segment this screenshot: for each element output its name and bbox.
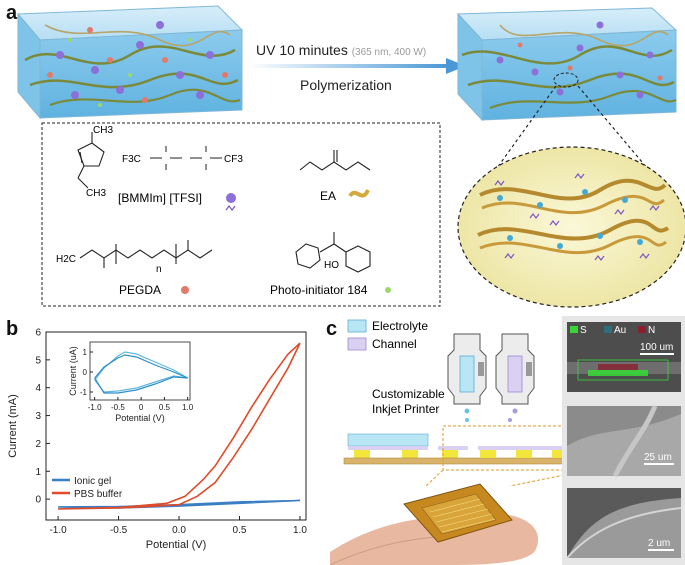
pre-polymer-block bbox=[16, 5, 244, 120]
tfsi-cf3: CF3 bbox=[224, 154, 243, 165]
ionic-liquid-marker bbox=[226, 193, 236, 203]
inset-x-tick-label: 1.0 bbox=[182, 403, 194, 412]
device-on-finger-photo bbox=[330, 483, 562, 565]
pegda-n: n bbox=[156, 264, 162, 275]
inset-series-0 bbox=[94, 351, 188, 393]
printer-label-1: Customizable bbox=[372, 387, 445, 401]
y-tick-label: 5 bbox=[35, 355, 41, 366]
inset-y-axis-label: Current (uA) bbox=[68, 346, 78, 396]
legend-label-1: PBS buffer bbox=[74, 489, 123, 500]
arrow-title: UV 10 minutes (365 nm, 400 W) bbox=[256, 42, 426, 58]
polymerization-arrow bbox=[248, 58, 466, 74]
pegda-structure bbox=[79, 240, 213, 268]
inset-x-tick-label: 0 bbox=[139, 403, 144, 412]
ea-label: EA bbox=[320, 189, 336, 203]
pegda-marker bbox=[181, 286, 189, 294]
sem-legend-au: Au bbox=[614, 325, 626, 336]
inset-x-tick-label: 0.5 bbox=[159, 403, 171, 412]
inset-x-tick-label: -0.5 bbox=[111, 403, 125, 412]
y-axis-label: Current (mA) bbox=[7, 394, 19, 458]
inset-plot-area bbox=[89, 341, 191, 401]
device-cross-section bbox=[343, 425, 590, 471]
sem-legend-n: N bbox=[648, 325, 655, 336]
panel-letter-c: c bbox=[326, 318, 338, 340]
network-zoom-circle bbox=[457, 146, 685, 308]
x-tick-label: 1.0 bbox=[293, 525, 307, 536]
y-tick-label: 1 bbox=[35, 467, 41, 478]
y-tick-label: 6 bbox=[35, 328, 41, 339]
legend-electrolyte: Electrolyte bbox=[372, 319, 428, 333]
ea-marker bbox=[348, 189, 370, 198]
pegda-label: PEGDA bbox=[119, 283, 161, 297]
photoinitiator-marker bbox=[385, 287, 391, 293]
inset-y-tick-label: 0 bbox=[83, 368, 88, 377]
inset-series-1 bbox=[94, 354, 188, 394]
legend-channel: Channel bbox=[372, 337, 417, 351]
inset-y-tick-label: -1 bbox=[80, 388, 88, 397]
sem-scale-bottom: 2 um bbox=[648, 538, 670, 549]
printer-label-2: Inkjet Printer bbox=[372, 402, 439, 416]
x-tick-label: 0.5 bbox=[233, 525, 247, 536]
sem-image-top bbox=[567, 322, 681, 392]
bmmim-ch3-top: CH3 bbox=[93, 125, 113, 136]
photoinitiator-label: Photo-initiator 184 bbox=[270, 283, 368, 297]
y-tick-label: 0 bbox=[35, 495, 41, 506]
bmmim-ch3-bottom: CH3 bbox=[86, 188, 106, 199]
sem-image-bottom bbox=[566, 488, 682, 559]
panel-letter-a: a bbox=[6, 2, 18, 24]
panel-c-figure: Electrolyte Channel Customizable Inkjet … bbox=[330, 316, 685, 565]
x-tick-label: -0.5 bbox=[110, 525, 128, 536]
y-tick-label: 4 bbox=[35, 383, 41, 394]
tfsi-f3c: F3C bbox=[122, 154, 141, 165]
photoinitiator-ho: HO bbox=[324, 260, 339, 271]
sem-scale-top: 100 um bbox=[640, 342, 673, 353]
y-tick-label: 2 bbox=[35, 439, 41, 450]
y-tick-label: 3 bbox=[35, 411, 41, 422]
bmmim-tfsi-label: [BMMIm] [TFSI] bbox=[118, 191, 202, 205]
polymerized-block bbox=[456, 7, 678, 122]
photoinitiator-structure bbox=[295, 232, 371, 273]
series-line-pbs-buffer bbox=[58, 342, 301, 510]
inset-y-tick-label: 1 bbox=[83, 348, 88, 357]
printer-head-electrolyte bbox=[447, 333, 487, 422]
legend-label-0: Ionic gel bbox=[74, 476, 111, 487]
panel-letter-b: b bbox=[6, 318, 19, 340]
sem-image-middle bbox=[567, 405, 681, 478]
inset-x-axis-label: Potential (V) bbox=[115, 413, 165, 423]
tfsi-structure bbox=[150, 146, 222, 170]
panel-a-figure: CH3 CH3 F3C CF3 H2C n HO [BMMIm] [TFSI] … bbox=[16, 5, 685, 308]
sem-legend-s: S bbox=[580, 325, 587, 336]
pegda-h2c: H2C bbox=[56, 254, 76, 265]
x-tick-label: 0.0 bbox=[172, 525, 186, 536]
bmmim-structure bbox=[77, 132, 105, 189]
ea-structure bbox=[299, 150, 371, 171]
chemistry-box bbox=[41, 122, 441, 307]
printer-head-channel bbox=[495, 333, 535, 422]
arrow-subtitle: Polymerization bbox=[300, 77, 392, 93]
inset-x-tick-label: -1.0 bbox=[88, 403, 102, 412]
sem-scale-middle: 25 um bbox=[644, 452, 672, 463]
x-tick-label: -1.0 bbox=[49, 525, 67, 536]
x-axis-label: Potential (V) bbox=[146, 539, 207, 551]
